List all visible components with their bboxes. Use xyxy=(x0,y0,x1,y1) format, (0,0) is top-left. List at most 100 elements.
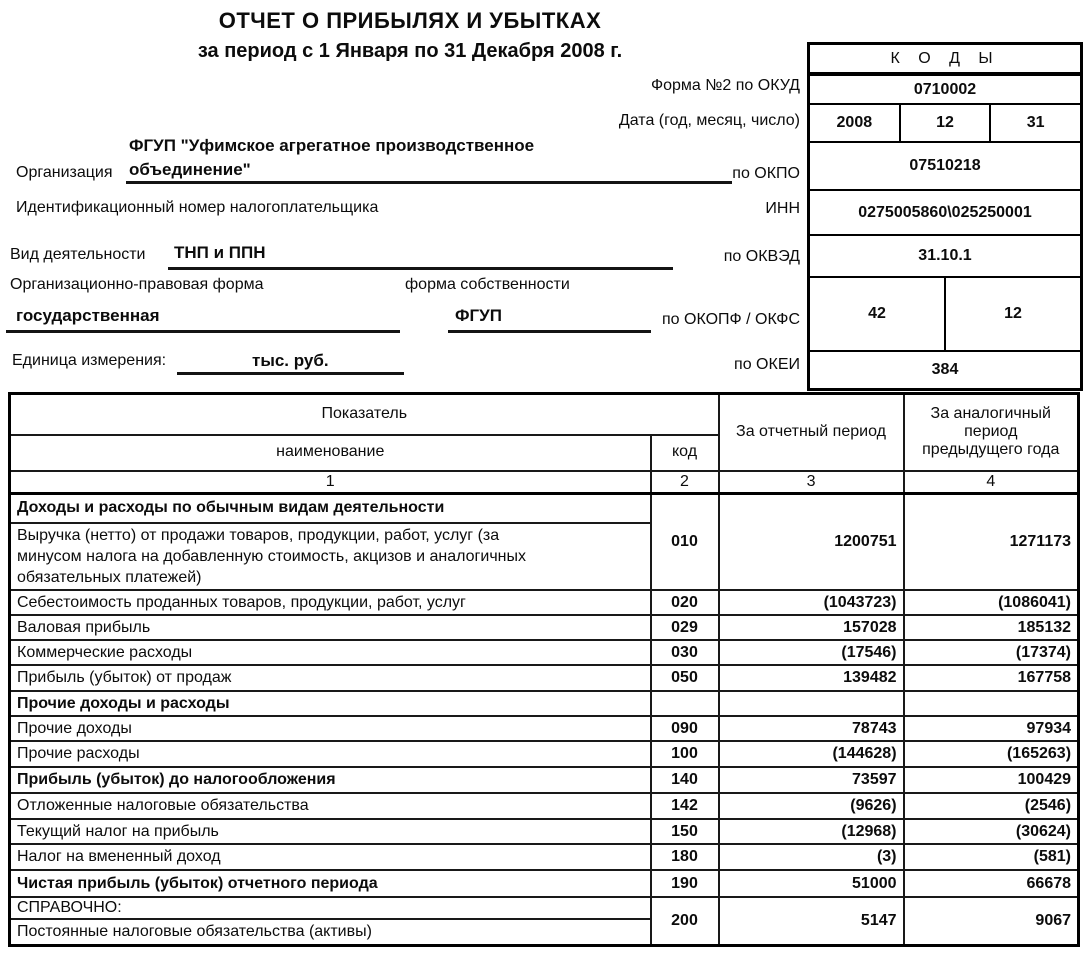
label-okpo: по ОКПО xyxy=(732,165,800,182)
row-current-cell: (1043723) xyxy=(717,589,905,616)
row-code-cell: 050 xyxy=(649,664,720,692)
okopf-code-cell: 42 xyxy=(868,305,886,322)
row-previous-cell: (17374) xyxy=(902,639,1080,666)
row-code-cell: 010 xyxy=(649,492,720,591)
row-name-cell: Прочие доходы и расходы xyxy=(8,690,652,717)
row-name-cell: Выручка (нетто) от продажи товаров, прод… xyxy=(8,522,652,591)
organization-value-line1: ФГУП "Уфимское агрегатное производственн… xyxy=(129,136,535,155)
okved-code: 31.10.1 xyxy=(810,234,1080,276)
col-number-1: 1 xyxy=(8,469,652,495)
row-previous-cell: 185132 xyxy=(902,614,1080,641)
row-current-cell: (144628) xyxy=(717,740,905,768)
unit-label: Единица измерения: xyxy=(12,352,167,369)
row-name-cell: Прибыль (убыток) до налогообложения xyxy=(8,766,652,794)
row-previous-cell: 66678 xyxy=(902,869,1080,898)
income-statement-table: Показатель За отчетный период За аналоги… xyxy=(8,392,1081,947)
row-previous-cell xyxy=(902,690,1080,717)
table-row-revenue: Выручка (нетто) от продажи товаров, прод… xyxy=(8,522,1079,591)
label-inn: ИНН xyxy=(765,200,800,217)
table-row: Прочие доходы 090 78743 97934 xyxy=(8,715,1080,742)
row-current-cell: 78743 xyxy=(717,715,905,742)
header-prev-period: За аналогичный период предыдущего года xyxy=(902,392,1080,472)
row-previous-cell: 9067 xyxy=(902,896,1080,946)
okpo-code: 07510218 xyxy=(810,141,1080,189)
table-row-section-income: Доходы и расходы по обычным видам деятел… xyxy=(8,492,1080,591)
row-code-cell: 180 xyxy=(649,843,720,871)
row-previous-cell: 97934 xyxy=(902,715,1080,742)
organization-value-line2: объединение" xyxy=(129,160,251,179)
row-name-cell: Себестоимость проданных товаров, продукц… xyxy=(8,589,652,616)
row-current-cell: (12968) xyxy=(717,818,905,845)
okud-code: 0710002 xyxy=(810,73,1080,103)
row-code-cell xyxy=(649,690,720,717)
row-code-cell: 140 xyxy=(649,766,720,794)
table-row: Прибыль (убыток) от продаж 050 139482 16… xyxy=(8,664,1080,692)
column-numbers-row: 1 2 3 4 xyxy=(8,469,1080,495)
ownership-form-underline xyxy=(448,330,651,333)
table-row-section-other: Прочие доходы и расходы xyxy=(8,690,1080,717)
table-row: Валовая прибыль 029 157028 185132 xyxy=(8,614,1080,641)
row-code-cell: 142 xyxy=(649,792,720,820)
row-name-cell: Прочие доходы xyxy=(8,715,652,742)
row-name-cell: Отложенные налоговые обязательства xyxy=(8,792,652,820)
date-code-row: 2008 12 31 xyxy=(810,103,1080,141)
row-previous-cell: (165263) xyxy=(902,740,1080,768)
okopf-okfs-row: 42 12 xyxy=(810,276,1080,350)
label-okopf-okfs: по ОКОПФ / ОКФС xyxy=(662,311,800,328)
legal-form-underline xyxy=(6,330,400,333)
table-row: Налог на вмененный доход 180 (3) (581) xyxy=(8,843,1080,871)
row-name-cell: Прочие расходы xyxy=(8,740,652,768)
label-okei: по ОКЕИ xyxy=(734,356,800,373)
activity-label: Вид деятельности xyxy=(10,246,146,263)
taxpayer-id-label: Идентификационный номер налогоплательщик… xyxy=(16,199,379,216)
col-number-4: 4 xyxy=(902,469,1080,495)
row-current-cell xyxy=(717,690,905,717)
label-okud: Форма №2 по ОКУД xyxy=(650,77,800,94)
row-current-cell: 139482 xyxy=(717,664,905,692)
codes-box: К О Д Ы 0710002 2008 12 31 07510218 0275… xyxy=(807,42,1083,391)
row-previous-cell: 1271173 xyxy=(902,492,1080,591)
table-row: Прочие расходы 100 (144628) (165263) xyxy=(8,740,1080,768)
row-current-cell: 157028 xyxy=(717,614,905,641)
row-current-cell: (17546) xyxy=(717,639,905,666)
header-indicator: Показатель xyxy=(8,392,720,436)
header-row-2: наименование код xyxy=(8,433,1079,472)
row-current-cell: 1200751 xyxy=(717,492,905,591)
row-name-cell: Доходы и расходы по обычным видам деятел… xyxy=(8,492,652,524)
date-day-cell: 31 xyxy=(989,105,1080,141)
label-okved: по ОКВЭД xyxy=(723,248,800,265)
row-previous-cell: (581) xyxy=(902,843,1080,871)
header-code: код xyxy=(649,433,720,472)
row-name-cell: Валовая прибыль xyxy=(8,614,652,641)
header-row-1: Показатель За отчетный период За аналоги… xyxy=(8,392,1080,472)
table-row: Прибыль (убыток) до налогообложения 140 … xyxy=(8,766,1080,794)
inn-code: 0275005860\025250001 xyxy=(810,189,1080,234)
table-row: Отложенные налоговые обязательства 142 (… xyxy=(8,792,1080,820)
page-subtitle: за период с 1 Января по 31 Декабря 2008 … xyxy=(197,40,623,62)
row-previous-cell: 167758 xyxy=(902,664,1080,692)
table-row-reference-header: СПРАВОЧНО: 200 5147 9067 xyxy=(8,896,1080,946)
header-name: наименование xyxy=(8,433,652,472)
row-current-cell: (9626) xyxy=(717,792,905,820)
row-code-cell: 150 xyxy=(649,818,720,845)
row-name-cell: Чистая прибыль (убыток) отчетного период… xyxy=(8,869,652,898)
row-name-cell: Постоянные налоговые обязательства (акти… xyxy=(8,918,652,946)
row-current-cell: 5147 xyxy=(717,896,905,946)
row-code-cell: 029 xyxy=(649,614,720,641)
page-title: ОТЧЕТ О ПРИБЫЛЯХ И УБЫТКАХ xyxy=(218,8,602,33)
table-row: Себестоимость проданных товаров, продукц… xyxy=(8,589,1080,616)
unit-value: тыс. руб. xyxy=(252,351,329,370)
row-previous-cell: (2546) xyxy=(902,792,1080,820)
ownership-form-value: ФГУП xyxy=(455,306,502,325)
table-row: Коммерческие расходы 030 (17546) (17374) xyxy=(8,639,1080,666)
row-name-cell: СПРАВОЧНО: xyxy=(8,896,652,920)
organization-label: Организация xyxy=(16,164,113,181)
organization-underline xyxy=(126,181,732,184)
row-code-cell: 030 xyxy=(649,639,720,666)
table-row: Постоянные налоговые обязательства (акти… xyxy=(8,918,1079,946)
row-name-cell: Текущий налог на прибыль xyxy=(8,818,652,845)
okei-code: 384 xyxy=(810,350,1080,388)
label-date: Дата (год, месяц, число) xyxy=(618,112,800,129)
date-year-cell: 2008 xyxy=(836,114,873,131)
